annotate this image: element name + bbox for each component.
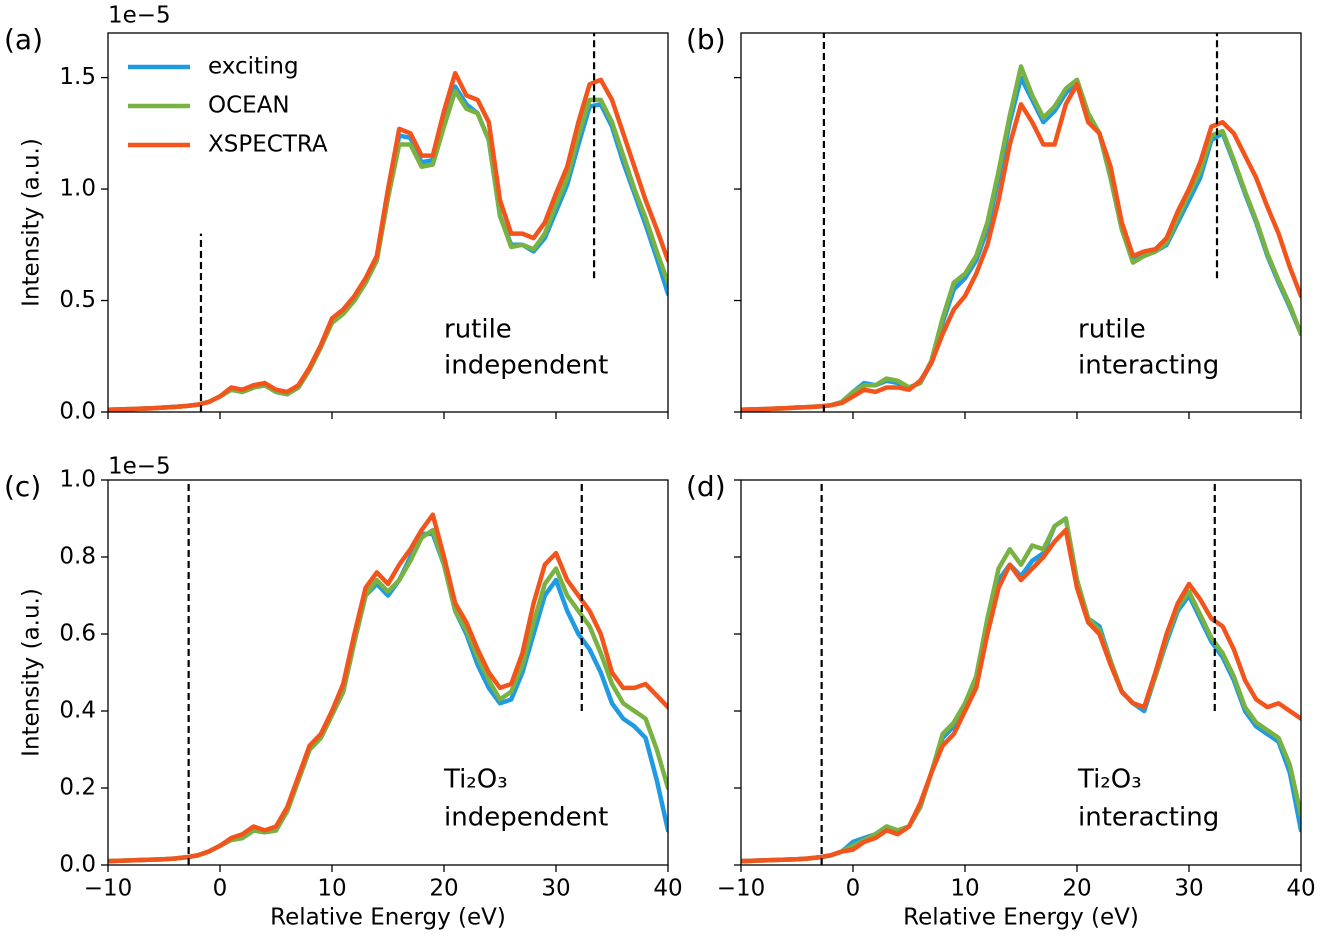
axes-frame — [740, 32, 1302, 413]
x-tick-label: 40 — [1286, 876, 1315, 902]
x-tick-label: −10 — [717, 876, 766, 902]
x-tick-label: 30 — [541, 876, 570, 902]
y-tick-label: 0.0 — [59, 852, 96, 878]
x-tick-label: 10 — [950, 876, 979, 902]
annotation: independent — [444, 803, 608, 833]
panel-label: (c) — [4, 470, 41, 503]
y-tick-label: 0.4 — [59, 698, 96, 724]
y-offset-label: 1e−5 — [108, 454, 171, 480]
x-tick-label: 0 — [846, 876, 861, 902]
legend-label: XSPECTRA — [208, 132, 328, 158]
series-line — [108, 512, 668, 864]
series-line — [108, 70, 668, 412]
y-axis-label: Intensity (a.u.) — [19, 138, 45, 307]
series-line — [741, 82, 1301, 412]
plot-area — [741, 516, 1301, 864]
panel-label: (a) — [4, 23, 43, 56]
plot-area — [741, 64, 1301, 412]
axes-frame — [107, 32, 669, 413]
x-axis-label: Relative Energy (eV) — [270, 905, 506, 931]
y-tick-label: 0.6 — [59, 621, 96, 647]
annotation: independent — [444, 351, 608, 381]
y-tick-label: 0.8 — [59, 544, 96, 570]
y-tick-label: 1.0 — [59, 176, 96, 202]
y-tick-label: 0.5 — [59, 287, 96, 313]
x-tick-label: 0 — [213, 876, 228, 902]
x-tick-label: 20 — [429, 876, 458, 902]
x-tick-label: 30 — [1174, 876, 1203, 902]
annotation: interacting — [1078, 803, 1219, 833]
x-tick-label: 10 — [317, 876, 346, 902]
y-offset-label: 1e−5 — [108, 3, 171, 29]
annotation: rutile — [1078, 315, 1146, 345]
panel-label: (d) — [686, 470, 726, 503]
annotation: Ti₂O₃ — [443, 765, 508, 795]
y-tick-label: 1.0 — [59, 467, 96, 493]
series-line — [741, 527, 1301, 864]
annotation: interacting — [1078, 351, 1219, 381]
x-axis-label: Relative Energy (eV) — [903, 905, 1139, 931]
axes-frame — [740, 479, 1302, 866]
plot-area — [108, 70, 668, 412]
annotation: rutile — [444, 315, 512, 345]
x-tick-label: 20 — [1062, 876, 1091, 902]
y-axis-label: Intensity (a.u.) — [19, 588, 45, 757]
y-tick-label: 0.2 — [59, 775, 96, 801]
x-tick-label: −10 — [84, 876, 133, 902]
plot-area — [108, 512, 668, 864]
x-tick-label: 40 — [653, 876, 682, 902]
axes-frame — [107, 479, 669, 866]
legend-label: OCEAN — [208, 93, 290, 119]
y-tick-label: 0.0 — [59, 399, 96, 425]
y-tick-label: 1.5 — [59, 64, 96, 90]
legend-label: exciting — [208, 54, 299, 80]
panel-label: (b) — [686, 23, 726, 56]
annotation: Ti₂O₃ — [1077, 765, 1142, 795]
